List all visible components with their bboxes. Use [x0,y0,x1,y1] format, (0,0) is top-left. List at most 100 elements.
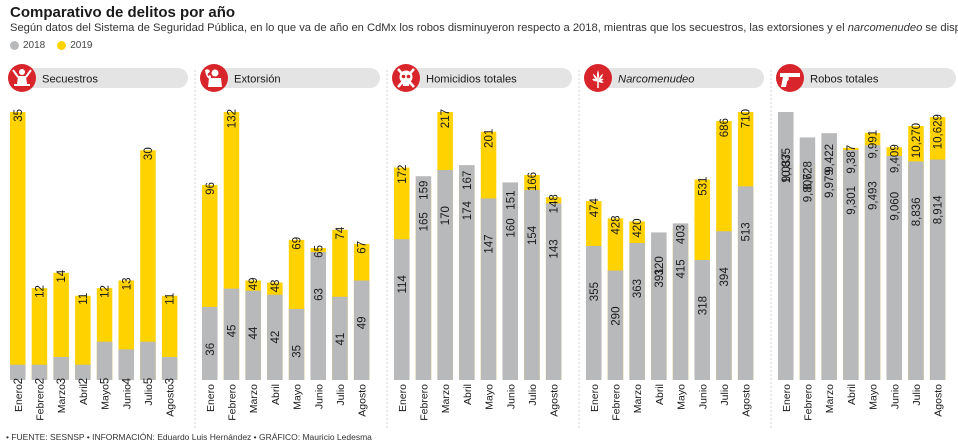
value-label-2018: 5 [143,378,155,384]
value-label-2018: 3 [56,378,68,384]
value-label-2018: 45 [226,325,238,338]
value-label-2018: 154 [527,225,539,245]
bar-2018 [502,182,518,380]
category-label: Julio [719,384,731,406]
value-label-2018: 2 [34,378,46,384]
bar-2018 [545,203,562,380]
bar-group [843,147,859,380]
panel-header-background [590,68,764,88]
value-label-2019: 217 [440,109,452,128]
value-label-2018-wrap: 42 [270,331,282,344]
value-label-2018-wrap: 41 [335,333,347,346]
category-label: Febrero [802,384,814,421]
bar-2019 [140,150,156,380]
value-label-2019: 49 [248,278,260,291]
value-label-2018-wrap: 9,060 [889,192,901,221]
bar-group [672,223,689,380]
value-label-2018: 394 [719,267,731,287]
panel-title: Secuestros [42,74,98,86]
bar-group [223,112,240,380]
value-label-2018-wrap: 2 [13,378,25,384]
bar-2019 [31,288,48,380]
value-label-2018: 415 [676,259,688,278]
value-label-2019: 13 [121,277,133,290]
panel-secuestros: Secuestros352Enero122Febrero143Marzo112A… [8,64,188,421]
panel-header-background [14,68,188,88]
value-label-2018: 9,301 [846,186,858,215]
value-label-2018-wrap: 513 [741,222,753,241]
person-hands-up-icon [8,64,36,92]
panel-title: Narcomenudeo [618,74,695,86]
bar-2018 [161,357,178,380]
category-label: Julio [911,384,923,406]
value-label-2018: 41 [335,333,347,346]
value-label-2018-wrap: 318 [697,296,709,315]
category-label: Julio [143,384,155,406]
bar-2018 [607,270,624,380]
value-label-2018-wrap: 363 [632,279,644,298]
category-label: Mayo [100,384,112,410]
bar-2018 [799,137,816,380]
legend-label-2018: 2018 [23,40,46,51]
bar-group [10,112,26,380]
category-label: Enero [205,384,217,412]
category-label: Marzo [824,384,836,413]
value-label-2018: 174 [462,201,474,221]
subtitle-part: se dispararon. [925,22,958,34]
bar-group [737,112,754,380]
value-label-2018-wrap: 63 [313,288,325,301]
bar-group [651,232,667,380]
category-label: Junio [697,384,709,409]
legend-item-2019: 2019 [57,40,93,51]
category-label: Junio [505,384,517,409]
value-label-2019: 159 [418,181,430,200]
category-label: Febrero [34,384,46,421]
bar-2018 [524,189,540,380]
value-label-2018-wrap: 355 [589,282,601,301]
cannabis-leaf-icon [584,64,612,92]
value-label-2018: 44 [248,326,260,339]
value-label-2018-wrap: 2 [34,378,46,384]
bar-group [886,147,902,380]
value-label-2018-wrap: 290 [610,307,622,326]
bar-2018 [267,294,283,380]
skull-crossbones-icon [392,64,420,92]
bar-group [96,288,113,380]
panel-title: Homicidios totales [426,74,517,86]
value-label-2019: 10,629 [933,114,945,149]
value-label-2019: 9,387 [846,145,858,174]
category-label: Marzo [56,384,68,413]
value-label-2018-wrap: 415 [676,259,688,278]
value-label-2019: 132 [226,109,238,128]
value-label-2018-wrap: 154 [527,225,539,245]
value-label-2018-wrap: 143 [549,239,561,258]
value-label-2018: 35 [292,345,304,358]
bar-group [586,201,602,380]
bar-2018 [864,145,881,380]
category-label: Mayo [868,384,880,410]
value-label-2018-wrap: 8,914 [933,195,945,224]
subtitle-part: Según datos del Sistema de Seguridad Púb… [10,22,848,34]
bar-2018 [310,252,326,380]
subtitle-part: narcomenudeo [847,22,923,34]
legend-swatch-2018 [10,41,19,50]
bar-2018 [332,296,348,380]
panel-header-background [206,68,380,88]
value-label-2018-wrap: 2 [78,378,90,384]
value-label-2018: 9,493 [868,181,880,210]
value-label-2018: 63 [313,288,325,301]
value-label-2018: 5 [100,378,112,384]
category-label: Enero [397,384,409,412]
panel-narcomenudeo: Narcomenudeo 474 355 Enero 428 290 Febrero 420 3… [578,64,764,428]
value-label-2018: 36 [205,343,217,356]
value-label-2018-wrap: 160 [505,218,517,237]
bar-group [267,282,283,380]
bar-2018 [415,176,432,380]
category-label: Marzo [440,384,452,413]
bar-group [140,150,156,380]
panel-header-background [398,68,572,88]
value-label-2019: 710 [741,109,753,128]
category-label: Enero [781,384,793,412]
category-label: Agosto [741,384,753,417]
value-label-2019: 151 [505,191,517,210]
